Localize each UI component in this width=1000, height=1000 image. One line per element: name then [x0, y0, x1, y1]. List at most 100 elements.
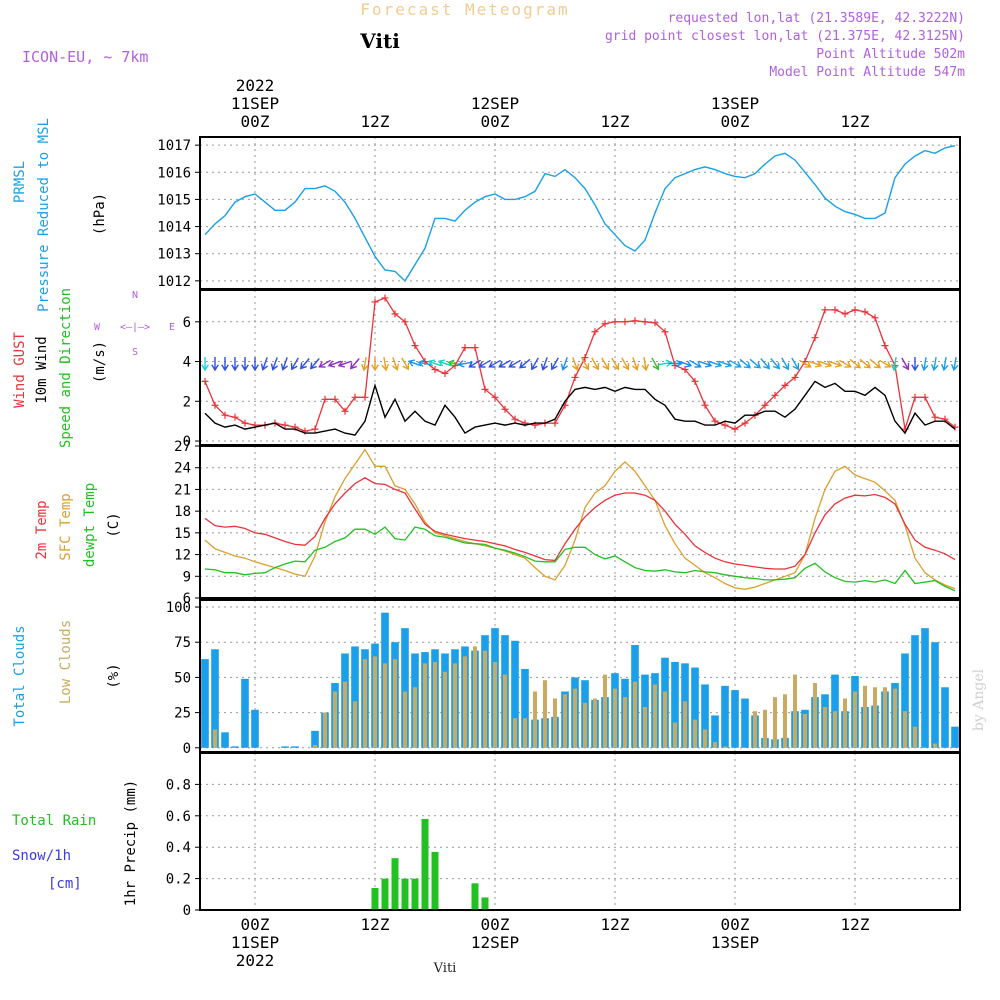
snow-label: Snow/1h	[12, 848, 71, 864]
temp-ytick-label: 12	[174, 548, 191, 564]
temperature-panel: 6 9 12 15 18 21 24 27	[174, 439, 961, 607]
top-time-label: 12Z	[841, 112, 870, 131]
gust-marker	[371, 298, 379, 306]
total-cloud-bar	[701, 684, 709, 748]
gust-marker	[491, 393, 499, 401]
wind-arrow	[290, 357, 299, 371]
rain-bar	[481, 897, 489, 910]
wind-arrow	[360, 356, 369, 372]
low-cloud-bar	[503, 674, 507, 748]
wind-arrow	[241, 357, 249, 372]
precip-ytick-label: 0	[183, 903, 191, 919]
low-cloud-bar	[703, 729, 707, 748]
wind-arrow	[940, 356, 949, 372]
bottom-time-label: 12Z	[601, 915, 630, 934]
low-cloud-bar	[413, 687, 417, 748]
wind-arrow	[718, 360, 733, 368]
top-time-label: 12Z	[361, 112, 390, 131]
pressure-label-1: PRMSL	[12, 161, 28, 203]
gust-marker	[611, 318, 619, 326]
low-cloud-bar	[313, 744, 317, 748]
wind-arrow	[327, 360, 342, 368]
wind-arrow	[869, 358, 882, 369]
bottom-time-label: 00Z	[721, 915, 750, 934]
gust-marker	[821, 306, 829, 314]
wind-arrow	[309, 358, 320, 370]
cloud-ytick-label: 0	[183, 741, 191, 757]
low-cloud-bar	[603, 674, 607, 748]
top-time-label: 00Z	[241, 112, 270, 131]
total-cloud-bar	[221, 732, 229, 748]
precip-ytick-label: 0.6	[166, 809, 191, 825]
wind-labels: Wind GUST 10m Wind Speed and Direction (…	[12, 288, 108, 448]
wind-arrow	[818, 360, 833, 368]
point-altitude: Point Altitude 502m	[816, 47, 965, 62]
wind-arrow	[879, 359, 892, 368]
wind-arrow	[337, 360, 352, 368]
rain-bar	[391, 858, 399, 910]
cloud-unit: (%)	[106, 663, 122, 688]
total-cloud-bar	[281, 746, 289, 748]
bottom-time-label: 12SEP	[471, 933, 519, 952]
low-cloud-bar	[463, 656, 467, 748]
total-cloud-bar	[911, 635, 919, 748]
low-cloud-bar	[613, 688, 617, 748]
low-cloud-bar	[353, 701, 357, 748]
gust-marker	[471, 344, 479, 352]
gust-marker	[201, 377, 209, 385]
gust-marker	[681, 365, 689, 373]
total-cloud-bar	[921, 628, 929, 748]
rain-bar	[471, 883, 479, 910]
compass-east-label: E	[169, 322, 175, 333]
wind-arrow	[658, 359, 673, 368]
wind-arrow	[260, 357, 269, 371]
credit-watermark: by Angel	[971, 668, 987, 731]
gust-marker	[631, 317, 639, 325]
gust-marker	[431, 365, 439, 373]
wind-arrow	[468, 359, 481, 368]
wind-arrow	[571, 357, 580, 371]
wind-arrow	[457, 360, 472, 368]
wind-arrow	[781, 357, 790, 371]
temp2m-line	[204, 477, 956, 570]
wind-arrow	[920, 356, 929, 372]
total-cloud-bar	[941, 687, 949, 748]
rain-bar	[431, 851, 439, 910]
total-cloud-bar	[231, 746, 239, 748]
gust-marker	[361, 393, 369, 401]
gust-marker	[701, 401, 709, 409]
low-cloud-bar	[393, 659, 397, 748]
low-cloud-bar	[333, 691, 337, 748]
cloud-ytick-label: 100	[166, 600, 191, 616]
precip-ytick-label: 0.4	[166, 840, 191, 856]
wind-arrow	[950, 356, 959, 372]
gust-marker	[911, 393, 919, 401]
low-cloud-bar	[823, 706, 827, 748]
wind-arrow	[231, 357, 239, 372]
gust-marker	[581, 354, 589, 362]
low-cloud-bar	[653, 684, 657, 748]
pressure-ytick-label: 1012	[157, 274, 191, 290]
wind-arrow	[631, 357, 640, 371]
precip-unit: 1hr Precip (mm)	[123, 780, 139, 906]
low-cloud-bar	[513, 718, 517, 748]
wind-arrow	[270, 357, 279, 371]
snow-unit: [cm]	[48, 876, 82, 892]
low-cloud-bar	[813, 683, 817, 748]
top-time-label: 11SEP	[231, 94, 279, 113]
wind-arrow	[890, 356, 899, 372]
wind-arrow	[930, 356, 939, 372]
wind-arrow	[799, 359, 812, 368]
low-cloud-label: Low Clouds	[58, 620, 74, 704]
wind-arrow	[381, 356, 390, 372]
low-cloud-bar	[323, 712, 327, 748]
wind-arrow	[581, 357, 590, 371]
wind-arrow	[901, 357, 910, 371]
wind-arrow	[318, 359, 331, 368]
low-cloud-bar	[493, 661, 497, 748]
bottom-time-label: 2022	[236, 951, 275, 970]
temp-ytick-label: 15	[174, 526, 191, 542]
compass-west-label: W	[94, 322, 101, 333]
temp-ytick-label: 27	[174, 439, 191, 455]
wind-arrow	[828, 360, 843, 368]
